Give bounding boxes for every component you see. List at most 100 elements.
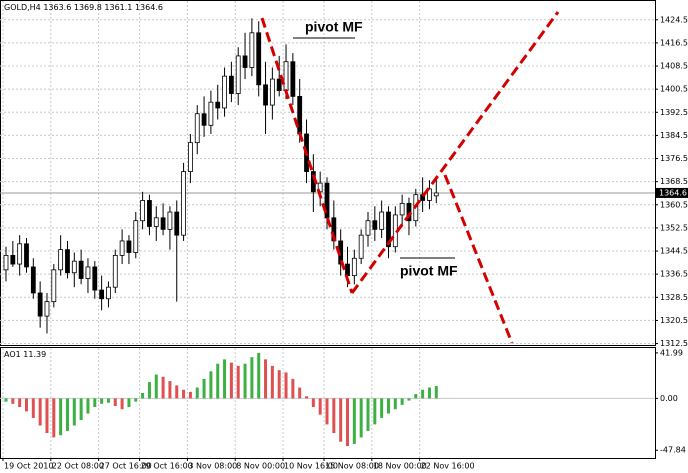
symbol: GOLD,H4 — [4, 3, 41, 12]
y-tick-label: 1424.5 — [660, 15, 688, 24]
indicator-name: AO1 — [4, 350, 21, 359]
histogram-bar — [325, 398, 329, 425]
candle-body — [147, 200, 152, 227]
histogram-bar — [298, 387, 302, 399]
histogram-bar — [400, 398, 404, 405]
trend-line — [260, 17, 354, 294]
histogram-bar — [168, 381, 172, 399]
histogram-bar — [113, 398, 117, 406]
x-tick-label: 29 Oct 16:00 — [141, 462, 193, 471]
histogram-bar — [72, 398, 76, 426]
candle-body — [406, 202, 412, 222]
annotation: pivot MF — [400, 263, 458, 279]
candle-body — [140, 200, 146, 222]
x-tick-label: 27 Oct 16:00 — [100, 462, 152, 471]
candle-body — [78, 260, 84, 279]
histogram-bar — [120, 398, 124, 410]
candle-body — [249, 32, 255, 68]
histogram-bar — [223, 359, 227, 399]
histogram-bar — [18, 398, 22, 408]
x-tick-label: 8 Nov 00:00 — [236, 462, 285, 471]
candle-body — [365, 220, 371, 236]
candle-body — [51, 269, 57, 303]
x-tick-label: 10 Nov 16:00 — [284, 462, 338, 471]
candle-body — [24, 243, 29, 268]
y-tick-label: 1368.5 — [660, 177, 688, 186]
histogram-bar — [318, 398, 322, 415]
y-tick-label: 1360.5 — [660, 200, 688, 209]
candle-body — [133, 220, 139, 253]
histogram-bar — [257, 352, 261, 399]
trend-line — [443, 174, 514, 344]
candle-body — [283, 61, 289, 92]
histogram-bar — [182, 389, 186, 399]
trend-line — [350, 11, 560, 294]
histogram-bar — [79, 398, 83, 421]
candle-body — [433, 192, 439, 197]
histogram-bar — [209, 371, 213, 399]
x-tick-label: 22 Nov 16:00 — [421, 462, 475, 471]
x-tick-label: 19 Oct 2010 — [4, 462, 53, 471]
candle-body — [208, 101, 214, 126]
histogram-bar — [161, 376, 165, 399]
candle-body — [256, 32, 262, 86]
candle-body — [160, 217, 166, 230]
histogram-bar — [147, 382, 151, 399]
candle-body — [153, 217, 159, 227]
histogram-bar — [311, 398, 315, 408]
candle-body — [228, 75, 234, 94]
main-pane — [0, 0, 656, 346]
x-tick-label: 3 Nov 08:00 — [188, 462, 237, 471]
y-tick-label: 1384.5 — [660, 131, 688, 140]
candle-body — [58, 249, 64, 271]
histogram-bar — [373, 398, 377, 425]
candle-body — [263, 84, 268, 106]
candle-body — [92, 266, 98, 291]
high: 1369.8 — [74, 3, 102, 12]
candle-body — [3, 254, 9, 271]
histogram-bar — [359, 398, 363, 438]
histogram-bar — [195, 387, 199, 399]
candle-body — [201, 113, 207, 126]
candle-body — [85, 266, 91, 279]
histogram-bar — [339, 398, 343, 442]
y-tick-label: 1344.5 — [660, 247, 688, 256]
histogram-bar — [45, 398, 49, 434]
indicator-pane — [0, 347, 656, 459]
histogram-bar — [277, 370, 281, 399]
close: 1364.6 — [135, 3, 163, 12]
candle-body — [119, 240, 125, 256]
current-price-box — [656, 187, 688, 198]
candle-body — [44, 301, 50, 317]
histogram-bar — [4, 398, 8, 402]
candle-body — [215, 101, 221, 109]
histogram-bar — [346, 398, 349, 447]
histogram-bar — [421, 389, 425, 399]
open: 1363.6 — [43, 3, 71, 12]
candle-body — [112, 254, 118, 288]
histogram-bar — [386, 398, 390, 414]
y-tick-label: -47.84 — [660, 446, 686, 455]
candle-body — [181, 171, 186, 236]
candle-body — [269, 78, 275, 106]
candle-body — [10, 254, 16, 265]
x-tick-label: 22 Oct 08:00 — [52, 462, 104, 471]
histogram-bar — [141, 392, 145, 399]
histogram-bar — [106, 398, 110, 403]
candle-body — [17, 243, 23, 265]
y-tick-label: 1336.5 — [660, 270, 688, 279]
y-tick-label: 1352.5 — [660, 223, 688, 232]
histogram-bar — [229, 362, 233, 399]
histogram-bar — [284, 372, 288, 399]
histogram-bar — [11, 398, 15, 404]
candle-body — [345, 263, 350, 277]
y-tick-label: 1392.5 — [660, 108, 688, 117]
histogram-bar — [250, 357, 254, 399]
histogram-bar — [175, 385, 179, 399]
candle-body — [290, 61, 296, 97]
histogram-bar — [59, 398, 63, 436]
candle-body — [297, 95, 303, 135]
histogram-bar — [127, 398, 131, 408]
y-tick-label: 1312.5 — [660, 339, 688, 348]
